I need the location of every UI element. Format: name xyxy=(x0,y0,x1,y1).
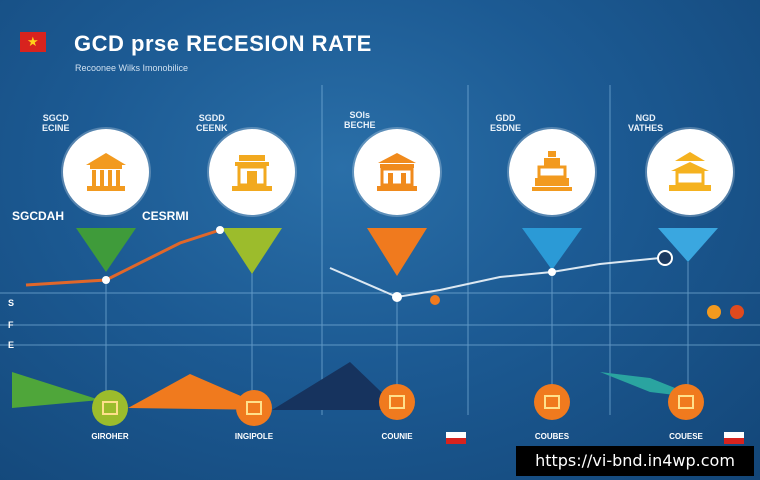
coin-icon-4 xyxy=(534,384,570,420)
mini-flag-icon xyxy=(446,432,466,444)
country-label-1: SGCD ECINE xyxy=(42,113,70,133)
funnel-yellow-green xyxy=(222,228,282,274)
temple-icon xyxy=(63,129,149,215)
left-label-1: SGCDAH xyxy=(12,209,64,223)
vietnam-flag-icon: ★ xyxy=(20,32,46,52)
axis-label-1: S xyxy=(8,298,14,308)
mini-flag-icon xyxy=(724,432,744,444)
page-subtitle: Recoonee Wilks Imonobilice xyxy=(75,63,188,73)
bottom-label-2: INGIPOLE xyxy=(224,432,284,441)
coin-icon-5 xyxy=(668,384,704,420)
pagoda-icon xyxy=(647,129,733,215)
funnel-blue xyxy=(522,228,582,270)
axis-label-2: F xyxy=(8,320,14,330)
bottom-label-5: COUESE xyxy=(656,432,716,441)
tower-icon xyxy=(509,129,595,215)
bottom-label-4: COUBES xyxy=(522,432,582,441)
funnel-orange xyxy=(367,228,427,276)
area-green xyxy=(12,372,100,408)
coin-icon-2 xyxy=(236,390,272,426)
gate-icon xyxy=(354,129,440,215)
bottom-label-3: COUNIE xyxy=(367,432,427,441)
left-label-2: CESRMI xyxy=(142,209,189,223)
coin-icon-1 xyxy=(92,390,128,426)
country-label-3: SOls BECHE xyxy=(344,110,376,130)
country-label-2: SGDD CEENK xyxy=(196,113,228,133)
country-label-5: NGD VATHES xyxy=(628,113,663,133)
pavilion-icon xyxy=(209,129,295,215)
country-label-4: GDD ESDNE xyxy=(490,113,521,133)
axis-label-3: E xyxy=(8,340,14,350)
watermark-url[interactable]: https://vi-bnd.in4wp.com xyxy=(516,446,754,476)
funnel-green xyxy=(76,228,136,272)
page-title: GCD prse RECESION RATE xyxy=(74,31,372,57)
coin-icon-3 xyxy=(379,384,415,420)
bottom-label-1: GIROHER xyxy=(80,432,140,441)
